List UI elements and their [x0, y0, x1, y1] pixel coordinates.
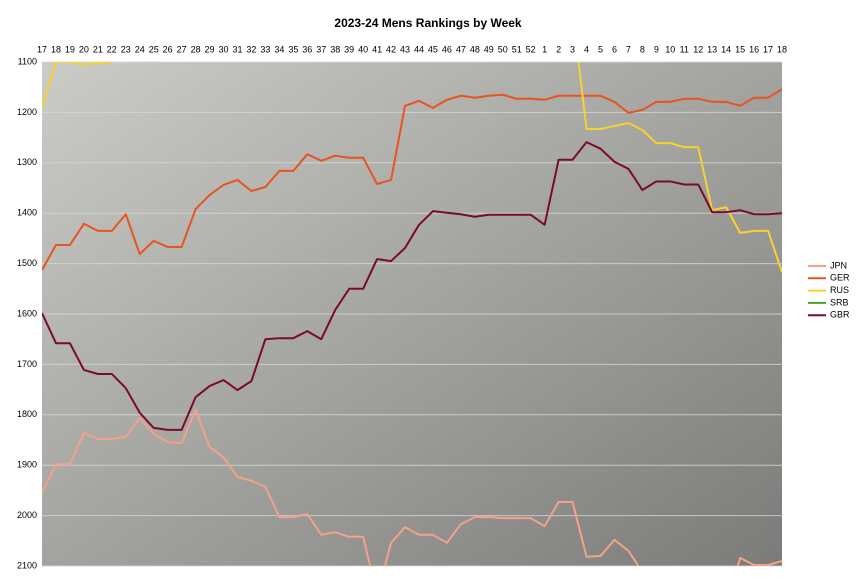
x-tick-label: 31 [232, 44, 242, 54]
legend-label: SRB [830, 297, 849, 307]
x-tick-label: 11 [680, 44, 689, 54]
y-tick-label: 1800 [17, 409, 37, 419]
x-tick-label: 24 [135, 44, 145, 54]
chart-title: 2023-24 Mens Rankings by Week [334, 16, 522, 30]
y-tick-label: 2100 [17, 560, 37, 570]
x-tick-label: 16 [749, 44, 759, 54]
x-tick-label: 35 [288, 44, 298, 54]
x-tick-label: 12 [693, 44, 703, 54]
x-tick-label: 50 [498, 44, 508, 54]
x-tick-label: 20 [79, 44, 89, 54]
x-tick-label: 13 [707, 44, 717, 54]
x-tick-label: 7 [626, 44, 631, 54]
y-tick-label: 1300 [17, 157, 37, 167]
x-tick-label: 45 [428, 44, 438, 54]
x-tick-label: 30 [219, 44, 229, 54]
legend-label: JPN [830, 260, 847, 270]
x-tick-label: 1 [542, 44, 547, 54]
x-tick-label: 40 [358, 44, 368, 54]
x-tick-label: 26 [163, 44, 173, 54]
y-tick-label: 1100 [18, 56, 37, 66]
x-tick-label: 28 [191, 44, 201, 54]
x-tick-label: 33 [260, 44, 270, 54]
y-tick-label: 1400 [17, 208, 37, 218]
x-tick-label: 36 [302, 44, 312, 54]
x-tick-label: 17 [763, 44, 773, 54]
x-tick-label: 47 [456, 44, 466, 54]
x-tick-label: 32 [246, 44, 256, 54]
x-tick-label: 29 [205, 44, 215, 54]
x-tick-label: 49 [484, 44, 494, 54]
x-tick-label: 46 [442, 44, 452, 54]
x-tick-label: 48 [470, 44, 480, 54]
series-line [42, 62, 782, 273]
x-tick-label: 18 [51, 44, 61, 54]
legend-label: GBR [830, 310, 850, 320]
x-tick-label: 8 [640, 44, 645, 54]
x-tick-label: 38 [330, 44, 340, 54]
series-line [42, 141, 782, 431]
y-tick-label: 1600 [17, 308, 37, 318]
x-tick-label: 23 [121, 44, 131, 54]
x-tick-label: 21 [93, 44, 103, 54]
y-tick-label: 1500 [17, 258, 37, 268]
y-tick-label: 1700 [17, 359, 37, 369]
x-tick-label: 19 [65, 44, 75, 54]
x-tick-label: 51 [512, 44, 522, 54]
x-tick-label: 42 [386, 44, 396, 54]
x-tick-label: 41 [372, 44, 382, 54]
x-tick-label: 9 [654, 44, 659, 54]
x-tick-label: 14 [721, 44, 731, 54]
x-tick-label: 44 [414, 44, 424, 54]
x-tick-label: 25 [149, 44, 159, 54]
x-tick-label: 2 [556, 44, 561, 54]
y-tick-label: 1900 [17, 460, 37, 470]
x-tick-label: 43 [400, 44, 410, 54]
legend-label: RUS [830, 285, 849, 295]
series-line [42, 88, 782, 271]
y-tick-label: 1200 [17, 107, 37, 117]
x-tick-label: 5 [598, 44, 603, 54]
x-tick-label: 10 [665, 44, 675, 54]
x-tick-label: 17 [37, 44, 47, 54]
x-tick-label: 22 [107, 44, 117, 54]
x-tick-label: 18 [777, 44, 787, 54]
series-line [42, 408, 782, 566]
legend-label: GER [830, 273, 850, 283]
x-tick-label: 39 [344, 44, 354, 54]
x-tick-label: 37 [316, 44, 326, 54]
x-tick-label: 6 [612, 44, 617, 54]
x-tick-label: 34 [274, 44, 284, 54]
x-tick-label: 27 [177, 44, 187, 54]
x-tick-label: 4 [584, 44, 589, 54]
x-tick-label: 3 [570, 44, 575, 54]
x-tick-label: 15 [735, 44, 745, 54]
x-tick-label: 52 [526, 44, 536, 54]
y-tick-label: 2000 [17, 510, 37, 520]
